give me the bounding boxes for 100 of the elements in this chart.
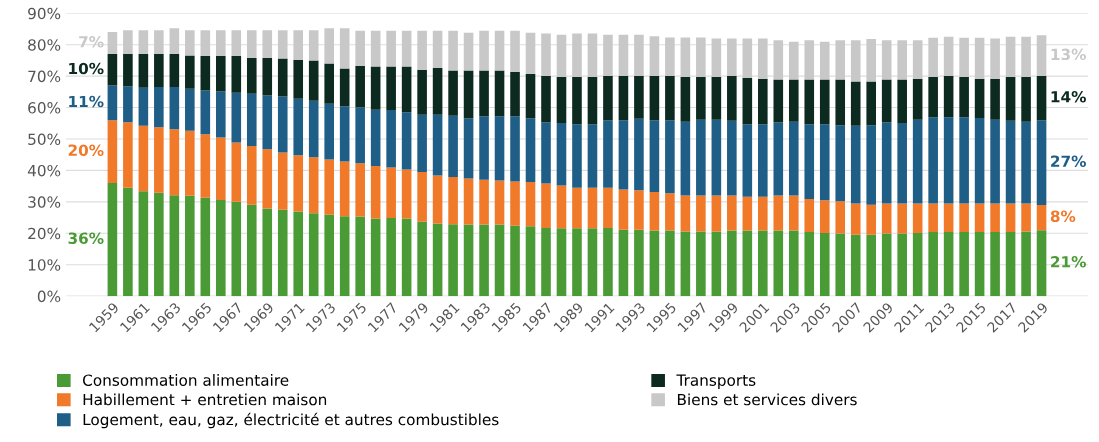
y-tick-label: 40% [27,164,61,177]
bar [463,178,474,225]
bar [463,118,474,179]
bar [974,37,985,79]
bar [417,114,427,172]
bar [231,30,242,57]
bar [850,203,861,235]
bar [293,98,304,156]
bar [943,117,954,204]
bar [339,161,350,217]
bar [541,122,551,184]
bar [339,216,350,297]
bar [401,112,412,170]
bar [649,76,660,121]
bar [773,122,784,196]
bar [618,34,629,77]
bar [773,195,784,231]
bar [634,118,644,191]
bar [479,224,489,297]
bar [277,96,288,153]
bar [866,81,877,126]
bar [494,30,505,71]
bar [231,201,242,297]
y-tick-label: 60% [28,102,61,114]
bar [386,66,396,111]
bar [897,233,907,297]
bar [138,87,149,126]
bar [928,77,938,118]
bar [804,40,815,80]
bar [819,79,830,125]
bar [417,221,427,297]
bar [200,134,211,198]
bar [494,224,505,297]
bar [386,217,396,297]
bar [634,190,644,230]
bar [943,232,954,297]
bar [185,55,195,89]
y-tick-label: 50% [28,133,61,146]
bar [897,122,907,204]
legend-label: Consommation alimentaire [83,374,289,386]
bar [758,78,768,125]
bar [634,34,644,77]
bar [727,120,737,196]
bar [773,40,784,80]
bar [788,79,799,122]
bar [1021,36,1031,78]
bar [727,38,737,77]
bar [881,203,892,234]
bar [850,40,861,82]
bar [912,40,923,79]
bar [928,203,938,233]
bar [881,122,892,204]
bar [231,142,242,202]
bar [665,230,675,297]
bar [572,124,582,188]
bar [246,93,257,146]
y-tick-label: 70% [28,70,61,83]
bar [432,30,443,68]
bar [277,152,288,210]
bar [479,70,489,117]
bar [758,124,768,197]
bar [866,125,877,205]
bar [572,228,582,297]
bar [556,185,567,229]
bar [324,103,334,160]
bar [603,227,613,297]
bar [850,125,861,204]
bar [711,77,722,120]
bar [262,30,273,58]
bar [277,30,288,59]
bar [727,230,737,297]
annotation: 20% [68,144,104,156]
bar [897,40,907,80]
bar [293,155,304,212]
bar [788,121,799,196]
bar [603,120,613,188]
annotation: 27% [1051,155,1086,167]
bar [463,224,474,297]
bar [912,232,923,297]
bar [804,232,815,297]
bar [912,78,923,120]
y-tick-label: 0% [37,290,61,303]
bar [123,86,133,123]
bar [401,218,412,297]
bar [432,67,443,115]
bar [804,124,815,200]
bar [819,41,830,80]
bar [1005,203,1016,233]
bar [123,30,133,55]
legend-label: Habillement + entretien maison [83,393,327,406]
bar [1036,204,1047,231]
bar [618,229,629,297]
bar [107,182,118,297]
bar [308,213,319,297]
bar [649,36,660,77]
bar [448,177,458,225]
bar [990,38,1000,79]
bar [432,223,443,297]
bar [990,232,1000,297]
bar [990,78,1000,120]
